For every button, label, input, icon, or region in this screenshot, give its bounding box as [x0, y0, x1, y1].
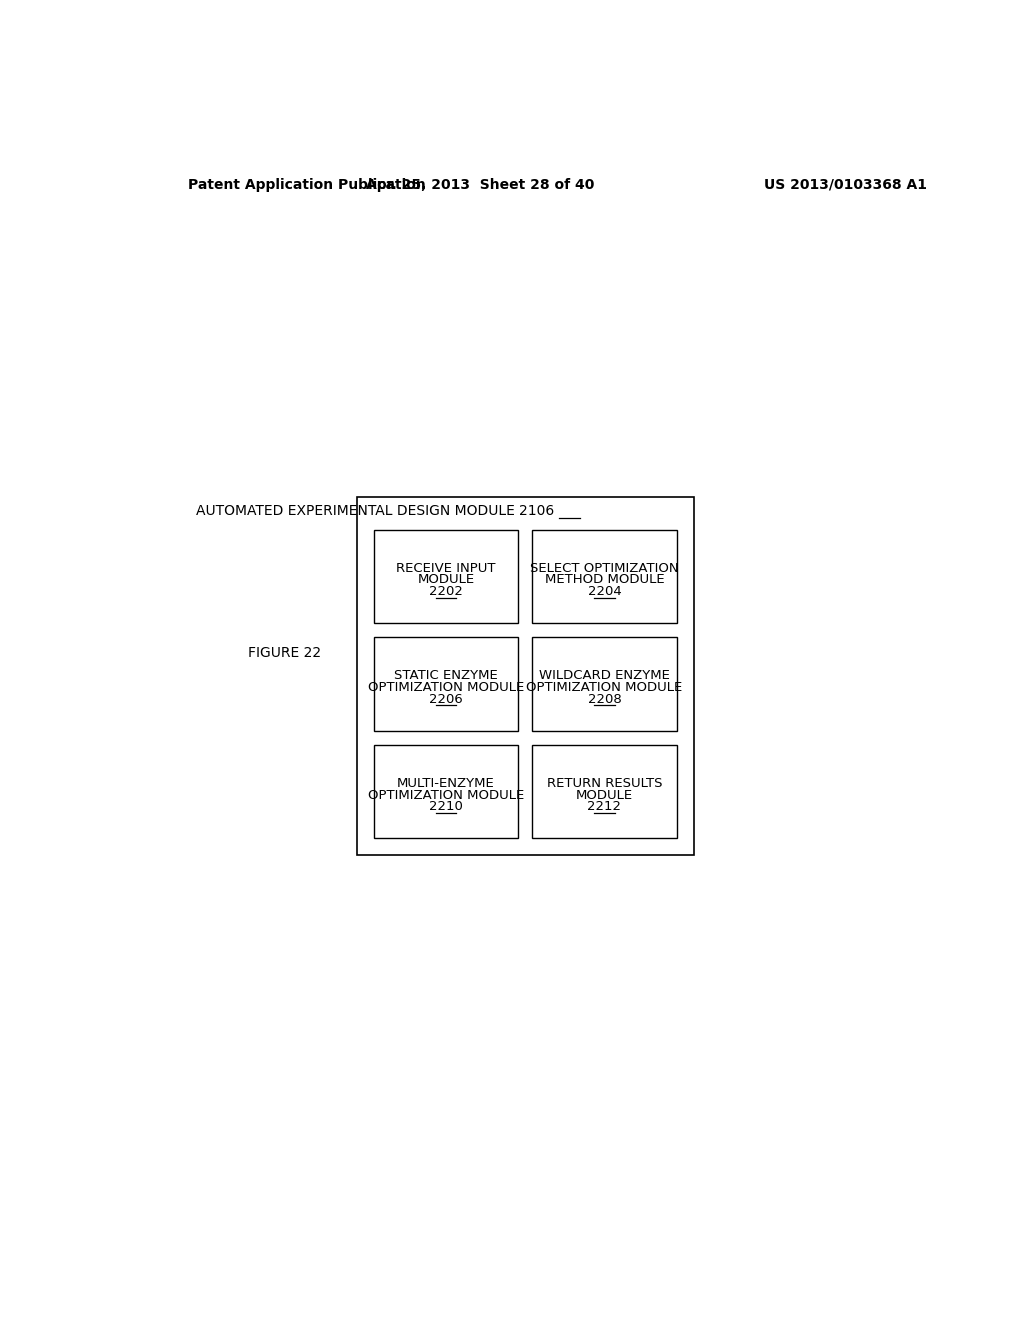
Text: Apr. 25, 2013  Sheet 28 of 40: Apr. 25, 2013 Sheet 28 of 40	[367, 178, 595, 191]
Text: MULTI-ENZYME: MULTI-ENZYME	[397, 776, 495, 789]
Text: WILDCARD ENZYME: WILDCARD ENZYME	[539, 669, 670, 682]
Text: METHOD MODULE: METHOD MODULE	[545, 573, 665, 586]
Bar	[374, 744, 518, 838]
Text: MODULE: MODULE	[575, 788, 633, 801]
Text: SELECT OPTIMIZATION: SELECT OPTIMIZATION	[530, 561, 679, 574]
Text: FIGURE 22: FIGURE 22	[248, 645, 322, 660]
Bar	[532, 529, 677, 623]
Bar	[532, 744, 677, 838]
Text: OPTIMIZATION MODULE: OPTIMIZATION MODULE	[368, 788, 524, 801]
Text: 2106: 2106	[519, 504, 554, 517]
Text: STATIC ENZYME: STATIC ENZYME	[394, 669, 498, 682]
Text: 2212: 2212	[588, 800, 622, 813]
Text: OPTIMIZATION MODULE: OPTIMIZATION MODULE	[526, 681, 683, 694]
Text: 2206: 2206	[429, 693, 463, 706]
Bar	[374, 529, 518, 623]
Text: 2204: 2204	[588, 585, 622, 598]
Bar	[374, 638, 518, 731]
Text: AUTOMATED EXPERIMENTAL DESIGN MODULE: AUTOMATED EXPERIMENTAL DESIGN MODULE	[196, 504, 519, 517]
Text: MODULE: MODULE	[418, 573, 474, 586]
Text: OPTIMIZATION MODULE: OPTIMIZATION MODULE	[368, 681, 524, 694]
Text: 2208: 2208	[588, 693, 622, 706]
Text: US 2013/0103368 A1: US 2013/0103368 A1	[764, 178, 927, 191]
Text: 2202: 2202	[429, 585, 463, 598]
Text: 2210: 2210	[429, 800, 463, 813]
Text: RECEIVE INPUT: RECEIVE INPUT	[396, 561, 496, 574]
Text: RETURN RESULTS: RETURN RESULTS	[547, 776, 663, 789]
Text: Patent Application Publication: Patent Application Publication	[188, 178, 426, 191]
Bar	[532, 638, 677, 731]
Bar	[356, 498, 693, 855]
